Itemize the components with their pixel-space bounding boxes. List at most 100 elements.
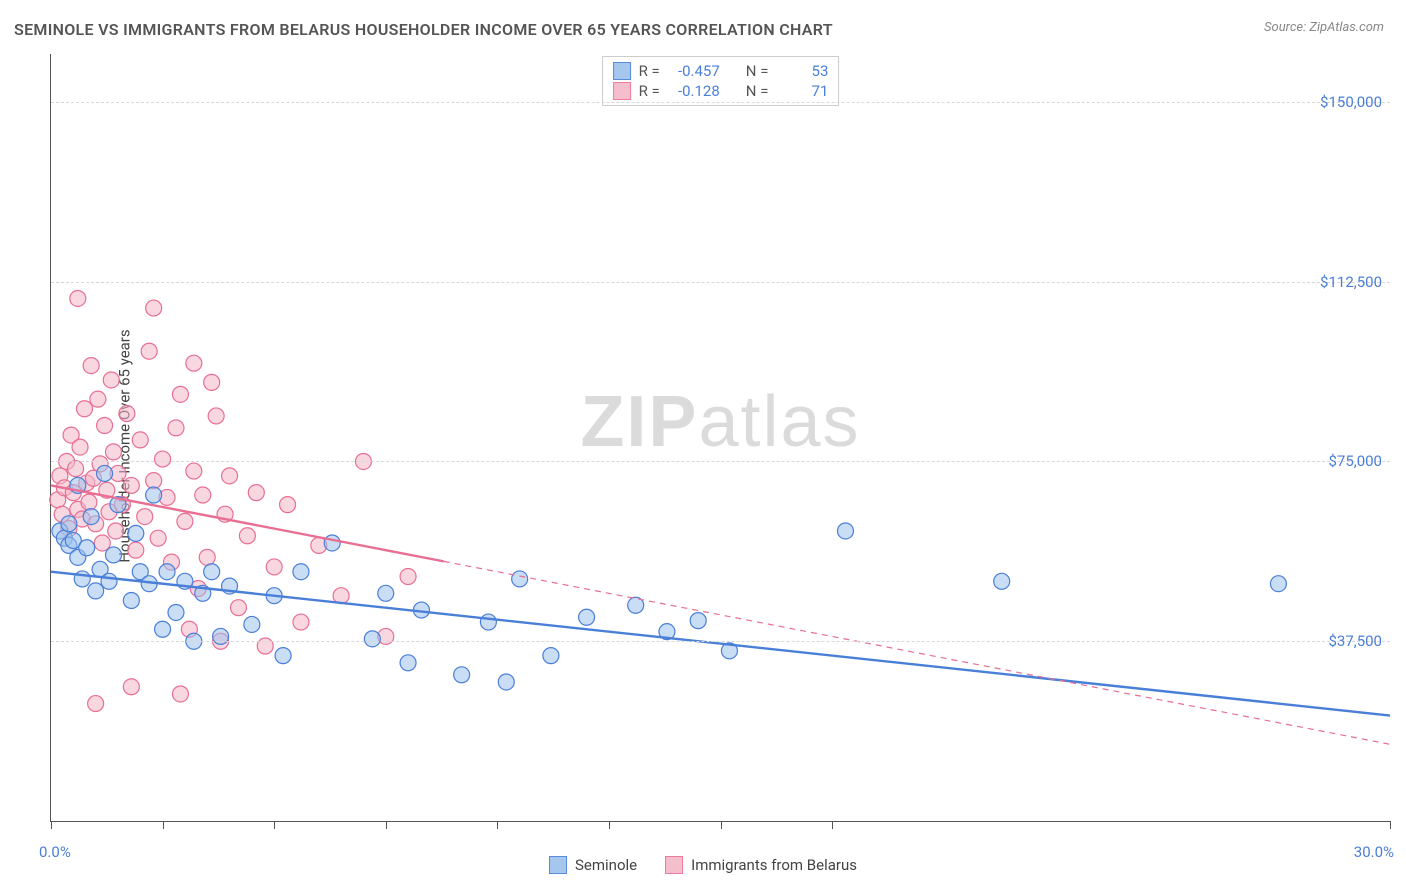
x-tick: [721, 821, 722, 829]
data-point: [195, 487, 211, 503]
data-point: [239, 528, 255, 544]
data-point: [168, 604, 184, 620]
data-point: [454, 667, 470, 683]
data-point: [172, 686, 188, 702]
data-point: [88, 696, 104, 712]
data-point: [105, 444, 121, 460]
data-point: [324, 535, 340, 551]
data-point: [83, 509, 99, 525]
x-axis-min-label: 0.0%: [39, 843, 71, 861]
data-point: [97, 465, 113, 481]
data-point: [480, 614, 496, 630]
r-label-2: R =: [639, 82, 660, 100]
x-tick: [832, 821, 833, 829]
legend-item-belarus: Immigrants from Belarus: [665, 856, 857, 874]
data-point: [512, 571, 528, 587]
data-point: [61, 516, 77, 532]
legend-swatch-belarus: [665, 856, 683, 874]
data-point: [101, 573, 117, 589]
data-point: [1270, 576, 1286, 592]
chart-svg: [51, 54, 1390, 821]
gridline: [51, 461, 1390, 462]
data-point: [248, 485, 264, 501]
gridline: [51, 102, 1390, 103]
data-point: [123, 477, 139, 493]
data-point: [837, 523, 853, 539]
data-point: [146, 487, 162, 503]
data-point: [128, 542, 144, 558]
data-point: [364, 631, 380, 647]
data-point: [244, 616, 260, 632]
x-tick: [51, 821, 52, 829]
r-value-2: -0.128: [668, 82, 720, 100]
stats-row-2: R = -0.128 N = 71: [613, 81, 829, 101]
x-tick: [274, 821, 275, 829]
data-point: [119, 406, 135, 422]
data-point: [994, 573, 1010, 589]
x-tick: [1390, 821, 1391, 829]
data-point: [177, 513, 193, 529]
data-point: [275, 648, 291, 664]
x-axis-max-label: 30.0%: [1354, 843, 1394, 861]
data-point: [90, 391, 106, 407]
legend-label-seminole: Seminole: [575, 856, 637, 874]
data-point: [146, 300, 162, 316]
swatch-belarus: [613, 82, 631, 100]
legend-swatch-seminole: [549, 856, 567, 874]
trend-line: [51, 572, 1390, 716]
data-point: [155, 451, 171, 467]
bottom-legend: Seminole Immigrants from Belarus: [549, 856, 857, 874]
x-tick: [163, 821, 164, 829]
data-point: [123, 592, 139, 608]
data-point: [230, 600, 246, 616]
data-point: [168, 420, 184, 436]
data-point: [543, 648, 559, 664]
data-point: [79, 540, 95, 556]
data-point: [204, 374, 220, 390]
data-point: [68, 461, 84, 477]
data-point: [690, 613, 706, 629]
data-point: [88, 583, 104, 599]
data-point: [266, 559, 282, 575]
gridline: [51, 282, 1390, 283]
n-label-1: N =: [746, 62, 769, 80]
data-point: [108, 523, 124, 539]
data-point: [137, 509, 153, 525]
data-point: [76, 401, 92, 417]
plot-area: ZIPatlas R = -0.457 N = 53 R = -0.128 N …: [50, 54, 1390, 822]
source-attribution: Source: ZipAtlas.com: [1264, 20, 1384, 35]
data-point: [105, 547, 121, 563]
data-point: [155, 621, 171, 637]
stats-legend-box: R = -0.457 N = 53 R = -0.128 N = 71: [602, 56, 840, 106]
data-point: [141, 343, 157, 359]
chart-container: SEMINOLE VS IMMIGRANTS FROM BELARUS HOUS…: [0, 0, 1406, 892]
data-point: [123, 679, 139, 695]
data-point: [186, 463, 202, 479]
swatch-seminole: [613, 62, 631, 80]
data-point: [146, 473, 162, 489]
data-point: [199, 549, 215, 565]
legend-label-belarus: Immigrants from Belarus: [691, 856, 857, 874]
data-point: [579, 609, 595, 625]
data-point: [204, 564, 220, 580]
data-point: [70, 290, 86, 306]
data-point: [132, 432, 148, 448]
data-point: [159, 564, 175, 580]
r-value-1: -0.457: [668, 62, 720, 80]
data-point: [83, 358, 99, 374]
x-tick: [386, 821, 387, 829]
n-value-2: 71: [776, 82, 828, 100]
data-point: [280, 497, 296, 513]
data-point: [208, 408, 224, 424]
legend-item-seminole: Seminole: [549, 856, 637, 874]
data-point: [498, 674, 514, 690]
data-point: [186, 355, 202, 371]
stats-row-1: R = -0.457 N = 53: [613, 61, 829, 81]
data-point: [400, 569, 416, 585]
chart-title: SEMINOLE VS IMMIGRANTS FROM BELARUS HOUS…: [14, 20, 833, 39]
data-point: [97, 418, 113, 434]
data-point: [172, 386, 188, 402]
n-label-2: N =: [746, 82, 769, 100]
data-point: [103, 372, 119, 388]
data-point: [293, 564, 309, 580]
